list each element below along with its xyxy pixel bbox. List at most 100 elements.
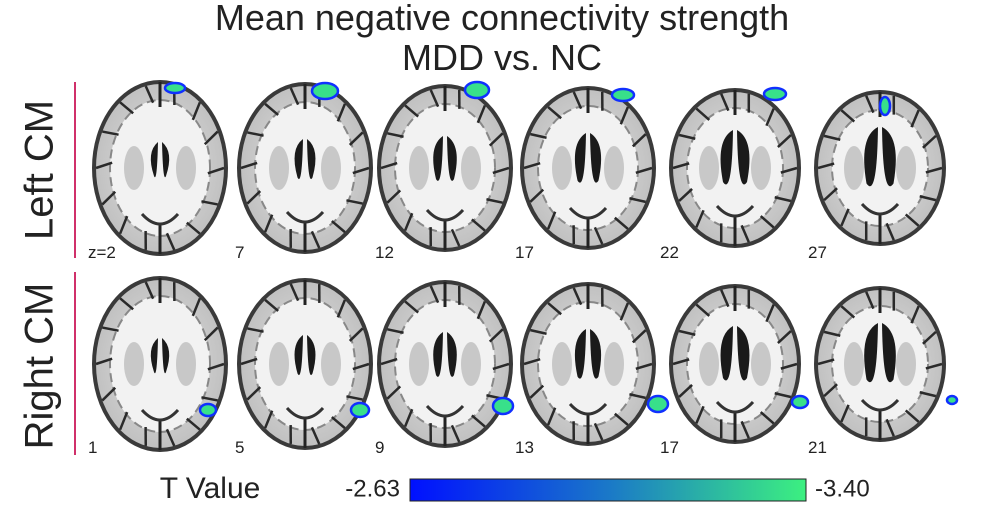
sulcus xyxy=(765,304,775,323)
sulcus xyxy=(310,230,321,249)
sulcus xyxy=(629,393,646,400)
sulcus xyxy=(492,166,510,175)
sulcus xyxy=(186,417,201,431)
deep-gray xyxy=(409,342,429,386)
sulcus xyxy=(678,329,696,336)
sulcus xyxy=(904,409,920,423)
sulcus xyxy=(144,281,155,300)
sulcus xyxy=(840,305,856,319)
cerebellar-region xyxy=(140,408,180,422)
brain-slices: z=2 7 12 17 22 27 1 5 9 13 17 21 xyxy=(88,80,959,457)
brain-slice xyxy=(520,86,656,250)
slice-label: 27 xyxy=(808,243,827,262)
sulcus xyxy=(614,412,629,426)
sulcus xyxy=(331,220,346,234)
sulcus xyxy=(118,215,129,235)
brain-slice xyxy=(237,278,373,450)
deep-gray xyxy=(461,146,481,190)
ventricle xyxy=(447,332,457,377)
deep-gray xyxy=(896,146,916,190)
sulcus xyxy=(102,130,119,136)
deep-gray xyxy=(124,146,144,190)
activation-blob xyxy=(878,95,892,117)
sulcus xyxy=(101,386,117,402)
sulcus xyxy=(336,103,347,122)
sulcus xyxy=(774,392,792,399)
sulcus xyxy=(720,93,730,112)
activation-blob xyxy=(310,81,340,101)
sulcus xyxy=(403,408,414,428)
cerebellar-region xyxy=(715,400,755,414)
sulcus xyxy=(925,362,943,370)
sulcus xyxy=(386,385,402,400)
sulcus xyxy=(386,189,402,204)
slice-label: 21 xyxy=(808,438,827,457)
ventricle xyxy=(162,142,170,178)
sulcus xyxy=(547,106,562,120)
deep-gray xyxy=(321,146,341,190)
ventricle xyxy=(590,329,602,379)
sulcus xyxy=(387,132,404,138)
sulcus xyxy=(348,131,364,146)
sulcus xyxy=(201,396,218,402)
sulcus xyxy=(635,362,653,370)
sulcus xyxy=(429,89,440,108)
sulcus xyxy=(530,328,547,335)
ventricle xyxy=(447,136,457,181)
sulcus xyxy=(523,162,541,170)
ventricle xyxy=(720,326,733,381)
sulcus xyxy=(165,428,176,447)
sulcus xyxy=(240,357,258,366)
colorbar xyxy=(409,478,807,502)
sulcus xyxy=(246,386,262,401)
sulcus xyxy=(201,200,218,206)
brain-slice xyxy=(520,282,670,446)
sulcus xyxy=(780,166,798,174)
sulcus xyxy=(165,232,176,251)
sulcus xyxy=(572,287,583,306)
sulcus xyxy=(247,131,264,137)
cerebellar-region xyxy=(285,406,325,420)
sulcus xyxy=(614,216,629,230)
sulcus xyxy=(488,328,504,343)
cerebellar-region xyxy=(285,210,325,224)
sulcus xyxy=(572,91,583,110)
sulcus xyxy=(910,109,920,128)
deep-gray xyxy=(896,342,916,386)
sulcus xyxy=(823,187,838,202)
deep-gray xyxy=(751,342,771,386)
activation-blob xyxy=(790,394,810,410)
deep-gray xyxy=(699,146,719,190)
sulcus xyxy=(546,211,557,230)
slice-label: 22 xyxy=(660,243,679,262)
activation-blob xyxy=(610,87,636,103)
activation-blob xyxy=(646,394,670,414)
deep-gray xyxy=(552,146,572,190)
sulcus xyxy=(925,166,943,174)
brain-slice xyxy=(377,80,513,252)
sulcus xyxy=(203,326,219,342)
slice-label: 17 xyxy=(515,243,534,262)
sulcus xyxy=(777,330,792,345)
sulcus xyxy=(348,327,364,342)
sulcus xyxy=(695,209,705,228)
sulcus xyxy=(95,161,113,170)
brain-slice xyxy=(814,90,946,246)
activation-blob xyxy=(762,86,788,102)
deep-gray xyxy=(552,342,572,386)
sulcus xyxy=(289,87,300,106)
sulcus xyxy=(672,358,690,366)
sulcus xyxy=(529,384,545,399)
ventricle xyxy=(864,323,878,383)
title-line2: MDD vs. NC xyxy=(402,37,602,78)
sulcus xyxy=(823,383,838,398)
sulcus xyxy=(380,161,398,170)
sulcus xyxy=(865,95,875,114)
white-matter xyxy=(109,295,211,433)
sulcus xyxy=(529,188,545,203)
brain-slice xyxy=(237,81,373,254)
slice-label: 12 xyxy=(375,243,394,262)
brain-slice xyxy=(814,286,959,442)
sulcus xyxy=(450,424,461,443)
sulcus xyxy=(264,102,279,116)
